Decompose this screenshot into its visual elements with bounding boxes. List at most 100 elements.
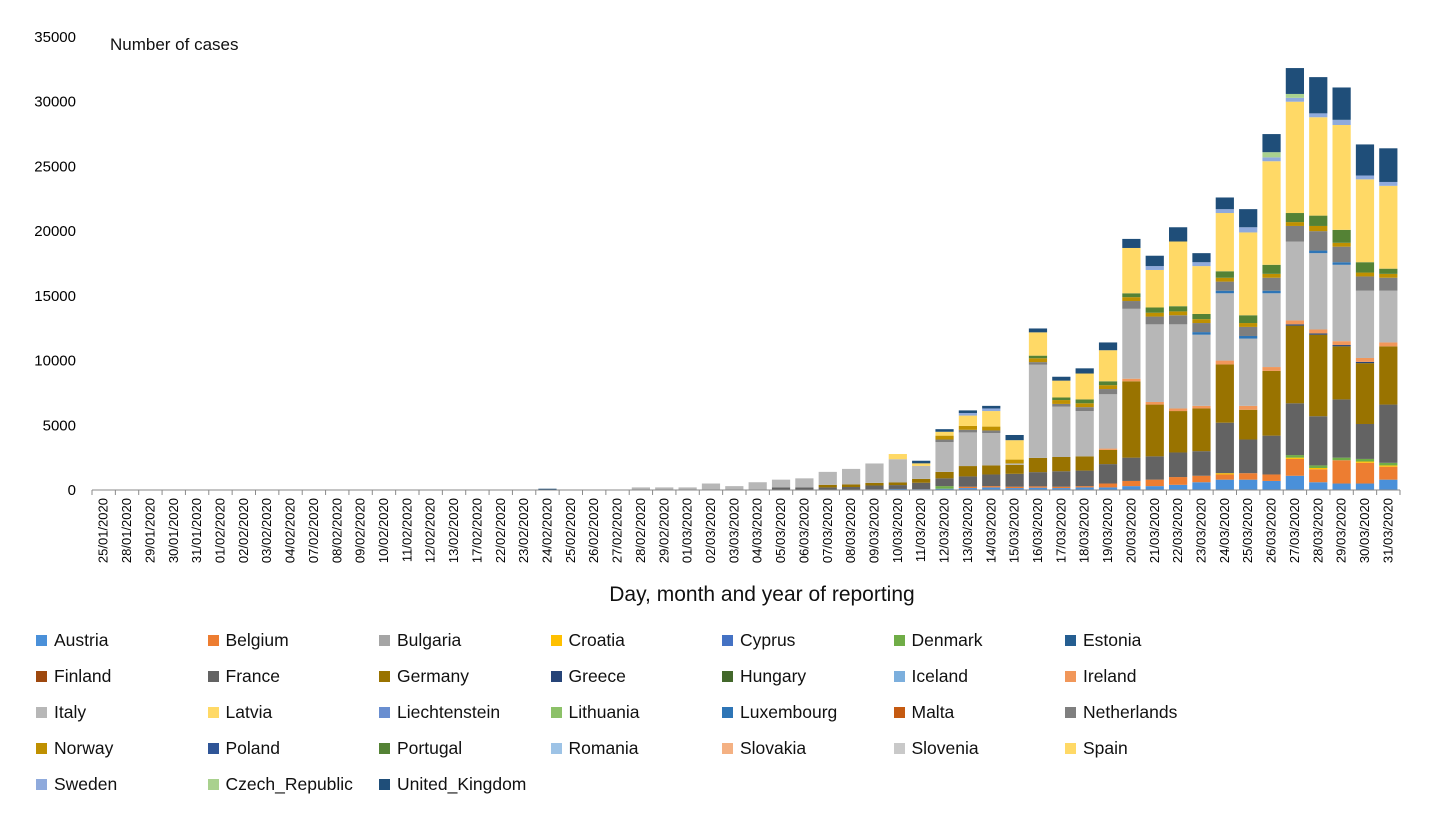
bar-segment-denmark — [935, 486, 954, 489]
bar-segment-belgium — [958, 486, 977, 489]
bar-segment-netherlands — [1239, 326, 1258, 336]
x-tick-label: 10/03/2020 — [890, 498, 905, 563]
x-tick-label: 30/01/2020 — [166, 498, 181, 563]
bar-segment-belgium — [1169, 477, 1188, 485]
bar-segment-spain — [1005, 440, 1024, 460]
bar-segment-austria — [1122, 486, 1141, 490]
bar-segment-spain — [1169, 241, 1188, 307]
bar-segment-netherlands — [1355, 276, 1375, 291]
bar-segment-denmark — [1332, 457, 1351, 461]
legend-item-iceland: Iceland — [893, 665, 968, 686]
x-tick-label: 27/03/2020 — [1287, 498, 1302, 563]
bar-segment-luxembourg — [1262, 290, 1281, 294]
bar-segment-italy — [1005, 463, 1024, 465]
bar-segment-sweden — [1285, 97, 1304, 102]
legend-label: France — [225, 665, 280, 686]
legend-swatch — [36, 670, 47, 682]
bar-segment-united-kingdom — [1098, 342, 1118, 351]
bar-segment-france — [865, 485, 884, 490]
bar-segment-italy — [1122, 308, 1141, 379]
bar-segment-germany — [1122, 381, 1141, 458]
legend-item-bulgaria: Bulgaria — [379, 630, 461, 650]
legend-item-ireland: Ireland — [1065, 666, 1137, 686]
bar-segment-france — [842, 487, 861, 490]
bar-segment-austria — [1145, 486, 1164, 490]
legend-label: Estonia — [1083, 629, 1142, 650]
bar-segment-ireland — [1192, 405, 1211, 409]
bar-segment-portugal — [1192, 313, 1211, 320]
bar-segment-united-kingdom — [1169, 227, 1188, 242]
bar-segment-spain — [1145, 269, 1164, 308]
bar-segment-spain — [1239, 232, 1258, 316]
bar-stacks — [538, 68, 1398, 490]
bar-segment-ireland — [1285, 320, 1304, 325]
bar-segment-portugal — [1215, 271, 1234, 278]
bar-segment-norway — [1028, 358, 1048, 363]
bar-segment-germany — [912, 478, 931, 483]
bar-segment-spain — [1355, 179, 1375, 263]
x-tick-label: 24/02/2020 — [539, 498, 554, 563]
bar-segment-norway — [1262, 273, 1281, 278]
legend-item-croatia: Croatia — [550, 630, 625, 650]
bar-segment-sweden — [1192, 262, 1211, 267]
legend-label: Germany — [397, 665, 469, 686]
x-tick-label: 13/03/2020 — [960, 498, 975, 563]
bar-segment-norway — [1145, 312, 1164, 317]
bar-segment-norway — [982, 426, 1001, 431]
bar-segment-sweden — [1379, 181, 1398, 186]
bar-segment-italy — [1332, 264, 1351, 342]
bar-segment-austria — [1098, 487, 1118, 490]
bar-segment-belgium — [1239, 473, 1258, 480]
legend-item-finland: Finland — [36, 666, 111, 686]
bar-segment-sweden — [958, 412, 977, 416]
bar-segment-spain — [1028, 332, 1048, 356]
bar-segment-germany — [888, 482, 907, 486]
bar-segment-germany — [1309, 334, 1328, 417]
bar-segment-france — [1122, 457, 1141, 481]
bar-segment-france — [1285, 403, 1304, 456]
bar-segment-ireland — [1098, 448, 1118, 450]
legend-label: Iceland — [911, 665, 968, 686]
bar-segment-ireland — [1122, 378, 1141, 382]
legend-label: Latvia — [225, 701, 273, 722]
bar-segment-ireland — [1239, 405, 1258, 410]
bar-segment-austria — [1052, 488, 1071, 490]
bar-segment-czech-republic — [1262, 152, 1281, 158]
x-tick-label: 30/03/2020 — [1357, 498, 1372, 563]
x-tick-label: 02/02/2020 — [236, 498, 251, 563]
bar-segment-netherlands — [1379, 277, 1398, 291]
legend-swatch — [722, 706, 733, 718]
y-tick-label: 0 — [68, 482, 76, 499]
x-tick-label: 03/03/2020 — [726, 498, 741, 563]
bar-segment-germany — [1239, 409, 1258, 440]
legend-swatch — [379, 742, 390, 754]
bar-segment-denmark — [1355, 458, 1375, 462]
bar-segment-netherlands — [1192, 323, 1211, 333]
x-tick-label: 01/03/2020 — [680, 498, 695, 563]
bar-segment-italy — [655, 487, 674, 490]
bar-segment-sweden — [982, 408, 1001, 412]
bar-segment-france — [771, 487, 791, 490]
bar-segment-france — [958, 476, 977, 487]
bar-segment-germany — [1379, 346, 1398, 405]
x-tick-label: 01/02/2020 — [212, 498, 227, 563]
x-tick-label: 10/02/2020 — [376, 498, 391, 563]
legend-item-liechtenstein: Liechtenstein — [379, 702, 500, 722]
bar-segment-portugal — [1145, 307, 1164, 313]
bar-segment-italy — [771, 479, 791, 488]
bar-segment-czech-republic — [1285, 93, 1304, 98]
legend-item-austria: Austria — [36, 630, 108, 650]
bar-segment-norway — [1309, 225, 1328, 232]
bar-segment-united-kingdom — [1028, 328, 1048, 333]
legend-swatch — [1065, 670, 1076, 682]
bar-segment-germany — [1215, 364, 1234, 423]
bar-segment-italy — [795, 478, 814, 488]
bar-segment-netherlands — [1028, 362, 1048, 365]
bar-segment-croatia — [1379, 465, 1398, 467]
bar-segment-belgium — [1332, 460, 1351, 484]
legend-label: Poland — [225, 737, 281, 758]
x-tick-label: 06/03/2020 — [796, 498, 811, 563]
bar-segment-germany — [1005, 464, 1024, 474]
bar-segment-france — [1098, 464, 1118, 484]
